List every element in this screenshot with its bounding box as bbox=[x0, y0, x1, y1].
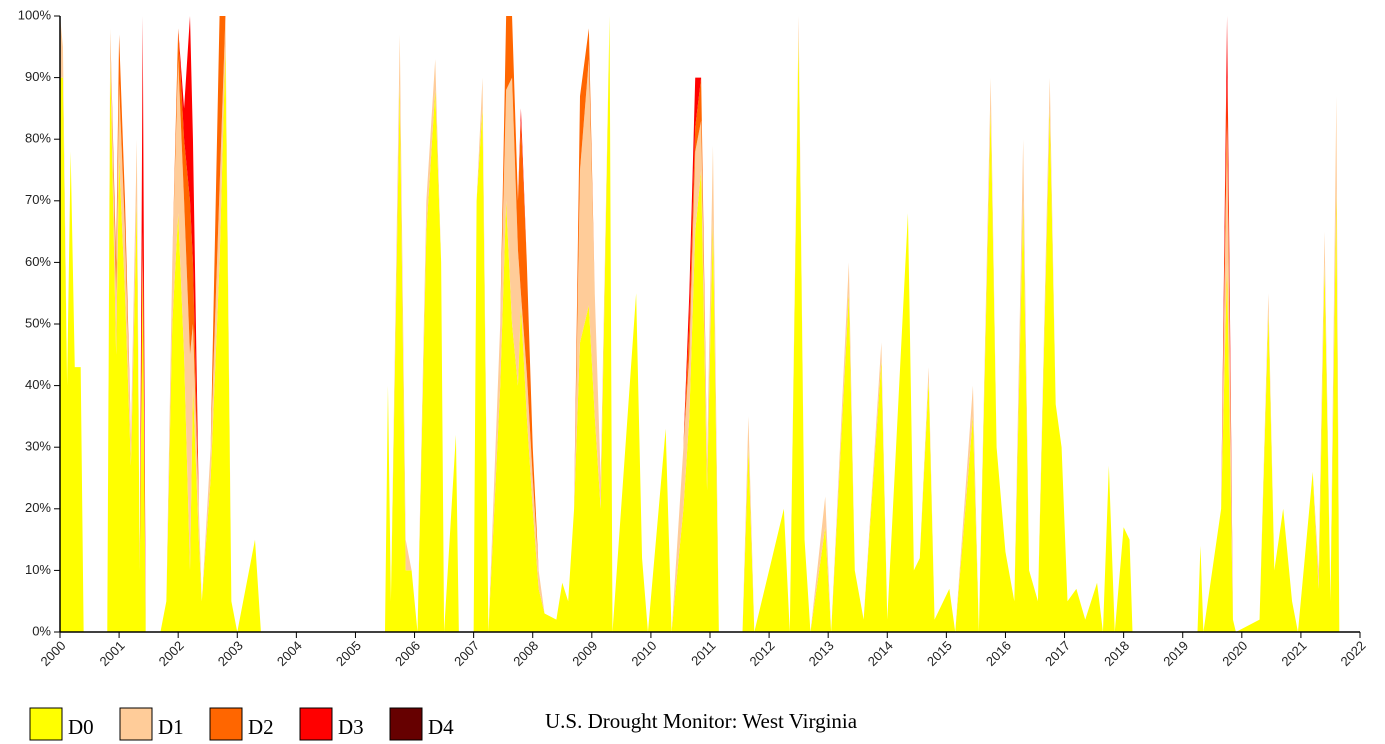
x-tick-label: 2015 bbox=[924, 638, 955, 669]
x-tick-label: 2006 bbox=[392, 638, 423, 669]
y-tick-label: 100% bbox=[18, 7, 52, 22]
y-tick-label: 90% bbox=[25, 69, 51, 84]
legend-label: D3 bbox=[338, 715, 364, 739]
x-tick-label: 2016 bbox=[983, 638, 1014, 669]
y-tick-label: 70% bbox=[25, 192, 51, 207]
legend-swatch bbox=[119, 707, 153, 741]
legend-swatch bbox=[389, 707, 423, 741]
x-tick-label: 2008 bbox=[510, 638, 541, 669]
x-tick-label: 2021 bbox=[1278, 638, 1309, 669]
y-tick-label: 80% bbox=[25, 131, 51, 146]
legend-label: D4 bbox=[428, 715, 454, 739]
x-tick-label: 2019 bbox=[1160, 638, 1191, 669]
legend-swatch bbox=[29, 707, 63, 741]
y-tick-label: 50% bbox=[25, 315, 51, 330]
legend-label: D1 bbox=[158, 715, 184, 739]
x-tick-label: 2011 bbox=[688, 638, 718, 668]
x-tick-label: 2004 bbox=[274, 638, 305, 669]
x-tick-label: 2002 bbox=[156, 638, 187, 669]
x-tick-label: 2007 bbox=[451, 638, 482, 669]
y-tick-label: 30% bbox=[25, 439, 51, 454]
x-tick-label: 2022 bbox=[1337, 638, 1368, 669]
x-tick-label: 2005 bbox=[333, 638, 364, 669]
x-tick-label: 2013 bbox=[806, 638, 837, 669]
x-tick-label: 2018 bbox=[1101, 638, 1132, 669]
legend-swatch bbox=[209, 707, 243, 741]
area-d3 bbox=[60, 16, 1340, 632]
x-tick-label: 2017 bbox=[1042, 638, 1073, 669]
chart-title: U.S. Drought Monitor: West Virginia bbox=[545, 709, 858, 733]
x-tick-label: 2001 bbox=[97, 638, 128, 669]
x-tick-label: 2014 bbox=[865, 638, 896, 669]
x-tick-label: 2000 bbox=[37, 638, 68, 669]
legend-label: D0 bbox=[68, 715, 94, 739]
area-d1 bbox=[60, 16, 1340, 632]
x-tick-label: 2010 bbox=[628, 638, 659, 669]
area-d0 bbox=[60, 16, 1340, 632]
y-tick-label: 40% bbox=[25, 377, 51, 392]
x-tick-label: 2020 bbox=[1219, 638, 1250, 669]
x-tick-label: 2012 bbox=[747, 638, 778, 669]
x-tick-label: 2009 bbox=[569, 638, 600, 669]
legend-swatch bbox=[299, 707, 333, 741]
y-tick-label: 0% bbox=[32, 623, 51, 638]
y-tick-label: 10% bbox=[25, 562, 51, 577]
y-tick-label: 60% bbox=[25, 254, 51, 269]
y-tick-label: 20% bbox=[25, 500, 51, 515]
legend-label: D2 bbox=[248, 715, 274, 739]
x-tick-label: 2003 bbox=[215, 638, 246, 669]
